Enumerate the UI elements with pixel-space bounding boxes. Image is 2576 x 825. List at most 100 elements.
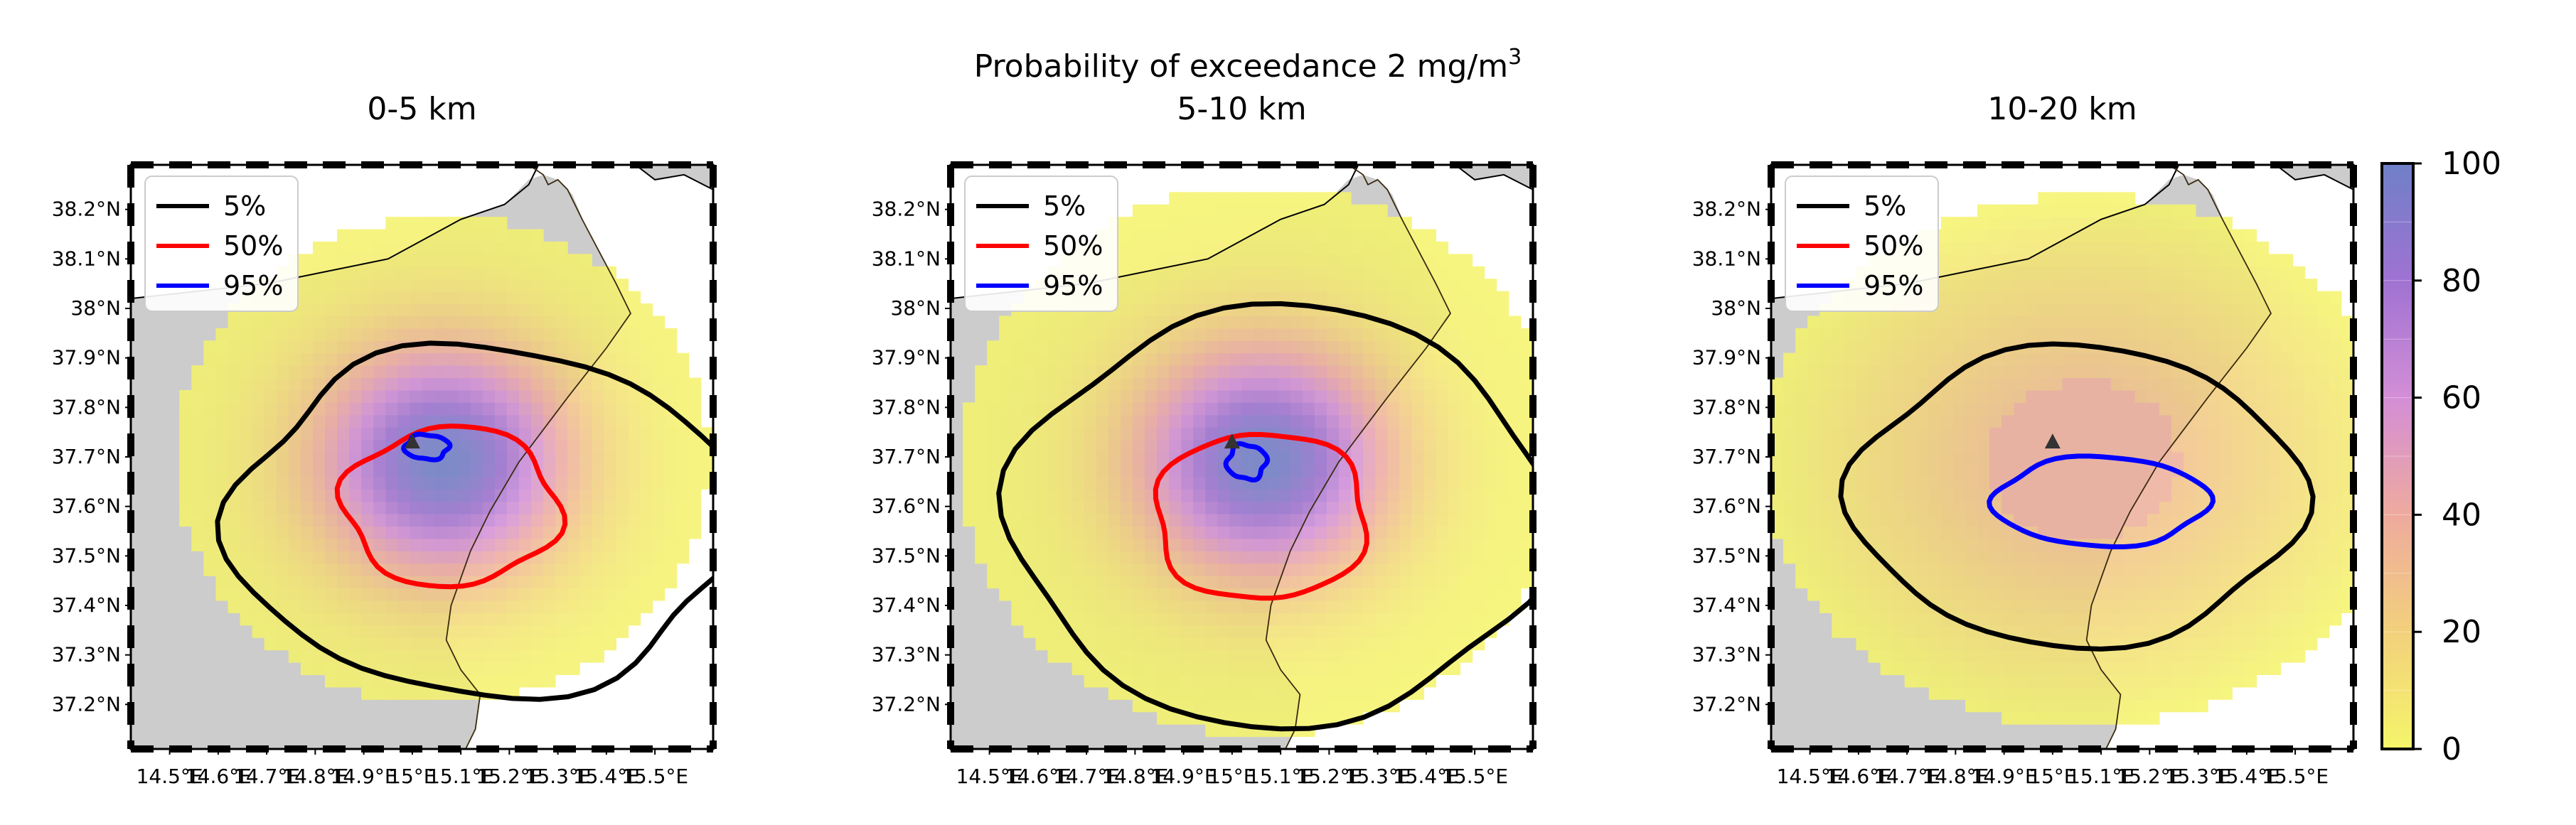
colorbar-tick-label: 20 (2442, 614, 2481, 650)
coastline-calabria (2275, 165, 2353, 190)
y-tick-label: 37.3°N (1692, 643, 1761, 667)
y-tick-label: 38.2°N (52, 198, 121, 221)
y-tick-label: 37.3°N (52, 643, 121, 667)
panel-title: 10-20 km (1987, 91, 2137, 127)
x-tick-label: 15°E (2029, 765, 2076, 788)
calabria-land (2275, 165, 2353, 190)
coastline-east (445, 165, 632, 749)
volcano-vent-marker (404, 433, 420, 449)
y-tick-label: 37.7°N (872, 445, 941, 468)
y-tick-label: 37.9°N (872, 346, 941, 370)
x-tick-label: 15.2°E (2116, 765, 2183, 788)
y-tick-label: 37.8°N (872, 395, 941, 419)
y-tick-label: 38.2°N (872, 198, 941, 221)
contour-95 (401, 431, 453, 463)
y-tick-label: 37.8°N (52, 395, 121, 419)
x-tick-label: 15°E (388, 765, 436, 788)
legend-label: 50% (1864, 230, 1923, 261)
suptitle-superscript: 3 (1508, 45, 1522, 70)
y-tick-label: 37.4°N (52, 593, 121, 617)
legend-label: 50% (223, 230, 283, 261)
y-tick-label: 37.5°N (1692, 544, 1761, 567)
calabria-land (1455, 165, 1533, 190)
x-tick-label: 15.5°E (621, 765, 688, 788)
contour-50 (1153, 431, 1369, 601)
y-tick-label: 37.6°N (1692, 495, 1761, 518)
legend-label: 5% (1864, 190, 1906, 222)
x-tick-label: 15.1°E (1247, 765, 1314, 788)
legend-label: 5% (1043, 190, 1086, 222)
y-tick-label: 37.5°N (872, 544, 941, 567)
contour-50 (334, 424, 568, 590)
x-tick-label: 15°E (1208, 765, 1256, 788)
legend-box (1785, 176, 1939, 312)
x-tick-label: 14.8°E (282, 765, 348, 788)
y-tick-label: 38.1°N (872, 247, 941, 270)
panel-1: 0-5 km 38.2°N 38.1°N 38°N 37.9°N 37.8°N 37.7°N… (52, 91, 717, 788)
colorbar-tick-label: 60 (2442, 380, 2481, 416)
y-tick-label: 37.2°N (872, 692, 941, 716)
x-tick-label: 15.3°E (525, 765, 592, 788)
coastline-east (1265, 165, 1452, 749)
legend: 5% 50% 95% (144, 176, 299, 312)
x-tick-label: 15.2°E (1295, 765, 1362, 788)
y-tick-label: 38°N (1711, 296, 1761, 320)
x-tick-label: 15.5°E (2262, 765, 2329, 788)
calabria-land (635, 165, 713, 190)
x-tick-label: 15.4°E (2213, 765, 2280, 788)
x-tick-label: 14.6°E (185, 765, 252, 788)
y-tick-label: 37.4°N (1692, 593, 1761, 617)
y-tick-label: 37.7°N (52, 445, 121, 468)
colorbar-frame (2380, 162, 2415, 750)
x-tick-label: 14.5°E (137, 765, 203, 788)
panel-title: 0-5 km (367, 91, 476, 127)
y-tick-label: 37.9°N (52, 346, 121, 370)
y-tick-label: 38.2°N (1692, 198, 1761, 221)
x-tick-label: 14.9°E (331, 765, 397, 788)
colorbar-tick-label: 80 (2442, 263, 2481, 299)
coastline-calabria (1455, 165, 1533, 190)
y-tick-label: 38.1°N (52, 247, 121, 270)
x-tick-label: 14.9°E (1150, 765, 1217, 788)
y-tick-label: 37.6°N (872, 495, 941, 518)
volcano-vent-marker (1224, 433, 1240, 449)
legend-label: 50% (1043, 230, 1103, 261)
x-tick-label: 15.5°E (1441, 765, 1508, 788)
y-tick-label: 38°N (70, 296, 121, 320)
colorbar-gradient (2382, 163, 2413, 749)
contour-5 (996, 301, 1533, 732)
x-tick-label: 15.3°E (2165, 765, 2232, 788)
x-tick-label: 14.7°E (233, 765, 300, 788)
volcano-vent-marker (2044, 433, 2061, 449)
legend-label: 95% (1043, 270, 1103, 301)
x-tick-label: 14.7°E (1053, 765, 1120, 788)
y-tick-label: 37.6°N (52, 495, 121, 518)
colorbar-tick-label: 40 (2442, 497, 2481, 533)
y-tick-label: 37.4°N (872, 593, 941, 617)
legend: 5% 50% 95% (964, 176, 1118, 312)
x-tick-label: 14.5°E (1777, 765, 1844, 788)
legend: 5% 50% 95% (1785, 176, 1939, 312)
y-tick-label: 37.9°N (1692, 346, 1761, 370)
x-tick-label: 14.9°E (1971, 765, 2038, 788)
coastline-calabria (635, 165, 713, 190)
x-tick-label: 14.8°E (1922, 765, 1989, 788)
legend-box (144, 176, 299, 312)
y-tick-label: 37.7°N (1692, 445, 1761, 468)
y-tick-label: 37.3°N (872, 643, 941, 667)
y-tick-label: 37.2°N (1692, 692, 1761, 716)
contour-5 (1838, 341, 2316, 652)
x-tick-label: 15.3°E (1345, 765, 1411, 788)
y-tick-label: 37.2°N (52, 692, 121, 716)
colorbar-tick-label: 0 (2442, 731, 2462, 767)
panel-2: 5-10 km 38.2°N 38.1°N 38°N 37.9°N 37.8°N 37.7°… (872, 91, 1536, 788)
figure-suptitle: Probability of exceedance 2 mg/m3 (974, 45, 1522, 85)
x-tick-label: 15.2°E (476, 765, 543, 788)
map-panels: 0-5 km 38.2°N 38.1°N 38°N 37.9°N 37.8°N 37.7°N… (52, 91, 2357, 788)
y-tick-label: 38.1°N (1692, 247, 1761, 270)
legend-label: 95% (1864, 270, 1923, 301)
colorbar: 0 20 40 60 80 100 (2380, 146, 2501, 767)
x-tick-label: 14.5°E (956, 765, 1023, 788)
y-tick-label: 38°N (890, 296, 941, 320)
